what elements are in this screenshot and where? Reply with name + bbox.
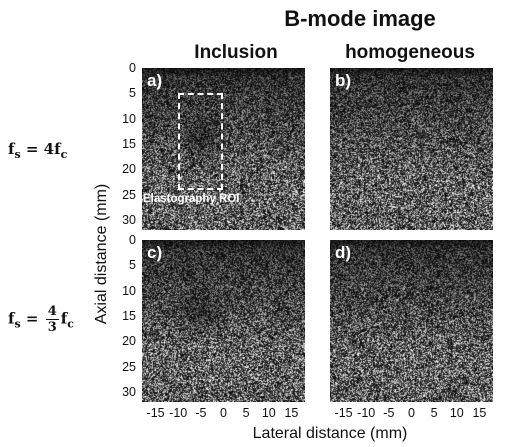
y-tick-label: 25 <box>122 359 136 374</box>
column-header-homogeneous: homogeneous <box>345 42 475 63</box>
panel-c-inclusion: c) <box>142 240 305 402</box>
y-tick-label: 20 <box>122 334 136 349</box>
x-tick-label: -15 <box>146 406 165 420</box>
eq-rhs-sub: c <box>60 148 68 161</box>
speckle-image <box>142 240 305 402</box>
eq-sub: s <box>14 148 21 161</box>
y-tick-label: 30 <box>122 212 136 227</box>
panel-b-homogeneous: b) <box>330 68 493 230</box>
x-tick-label: -10 <box>169 406 188 420</box>
y-axis-label: Axial distance (mm) <box>93 183 110 325</box>
eq-rhs: = 4f <box>25 140 61 158</box>
x-tick-label: 5 <box>242 406 250 420</box>
eq-base: f <box>8 140 15 158</box>
y-tick-label: 20 <box>122 162 136 177</box>
eq-base: f <box>8 309 15 328</box>
panel-d-homogeneous: d) <box>330 240 493 402</box>
eq-equals: = <box>25 309 39 328</box>
row-equation-2: fs = 4 3 fc <box>8 304 74 335</box>
x-tick-label: 0 <box>220 406 227 420</box>
figure-title: B-mode image <box>284 6 436 31</box>
panel-label: c) <box>147 243 163 262</box>
y-tick-label: 10 <box>122 111 136 126</box>
speckle-image <box>142 68 305 230</box>
elastography-roi-label: Elastography ROI <box>143 193 240 205</box>
panel-label: a) <box>147 71 163 90</box>
panel-label: d) <box>335 243 352 262</box>
x-tick-label: 15 <box>284 406 299 420</box>
x-tick-label: -10 <box>357 406 376 420</box>
speckle-image <box>330 68 493 230</box>
x-tick-label: -15 <box>334 406 353 420</box>
x-tick-label: 5 <box>430 406 438 420</box>
y-tick-label: 0 <box>129 233 136 247</box>
eq-tail: f <box>60 309 68 328</box>
column-header-inclusion: Inclusion <box>194 42 278 63</box>
y-tick-label: 15 <box>122 308 136 323</box>
y-tick-label: 0 <box>129 61 136 75</box>
fraction: 4 3 <box>45 304 59 335</box>
x-tick-label: -5 <box>195 406 207 420</box>
y-tick-label: 5 <box>129 258 136 273</box>
y-tick-label: 15 <box>122 136 136 151</box>
x-tick-label: 0 <box>408 406 415 420</box>
eq-tail-sub: c <box>67 317 74 331</box>
speckle-image <box>330 240 493 402</box>
y-tick-label: 25 <box>122 187 136 202</box>
panel-a-inclusion: a) Elastography ROI <box>142 68 305 230</box>
panel-label: b) <box>335 71 352 90</box>
x-tick-label: 15 <box>472 406 487 420</box>
elastography-roi-box <box>178 93 224 190</box>
y-tick-label: 10 <box>122 283 136 298</box>
y-tick-label: 30 <box>122 384 136 399</box>
x-tick-label: 10 <box>261 406 276 420</box>
x-tick-label: -5 <box>383 406 395 420</box>
x-axis-label: Lateral distance (mm) <box>252 425 408 442</box>
x-tick-label: 10 <box>449 406 464 420</box>
eq-sub: s <box>14 317 21 331</box>
row-equation-1: fs = 4fc <box>8 140 67 161</box>
fraction-denominator: 3 <box>47 320 57 335</box>
y-tick-label: 5 <box>129 86 136 101</box>
fraction-numerator: 4 <box>45 304 59 320</box>
